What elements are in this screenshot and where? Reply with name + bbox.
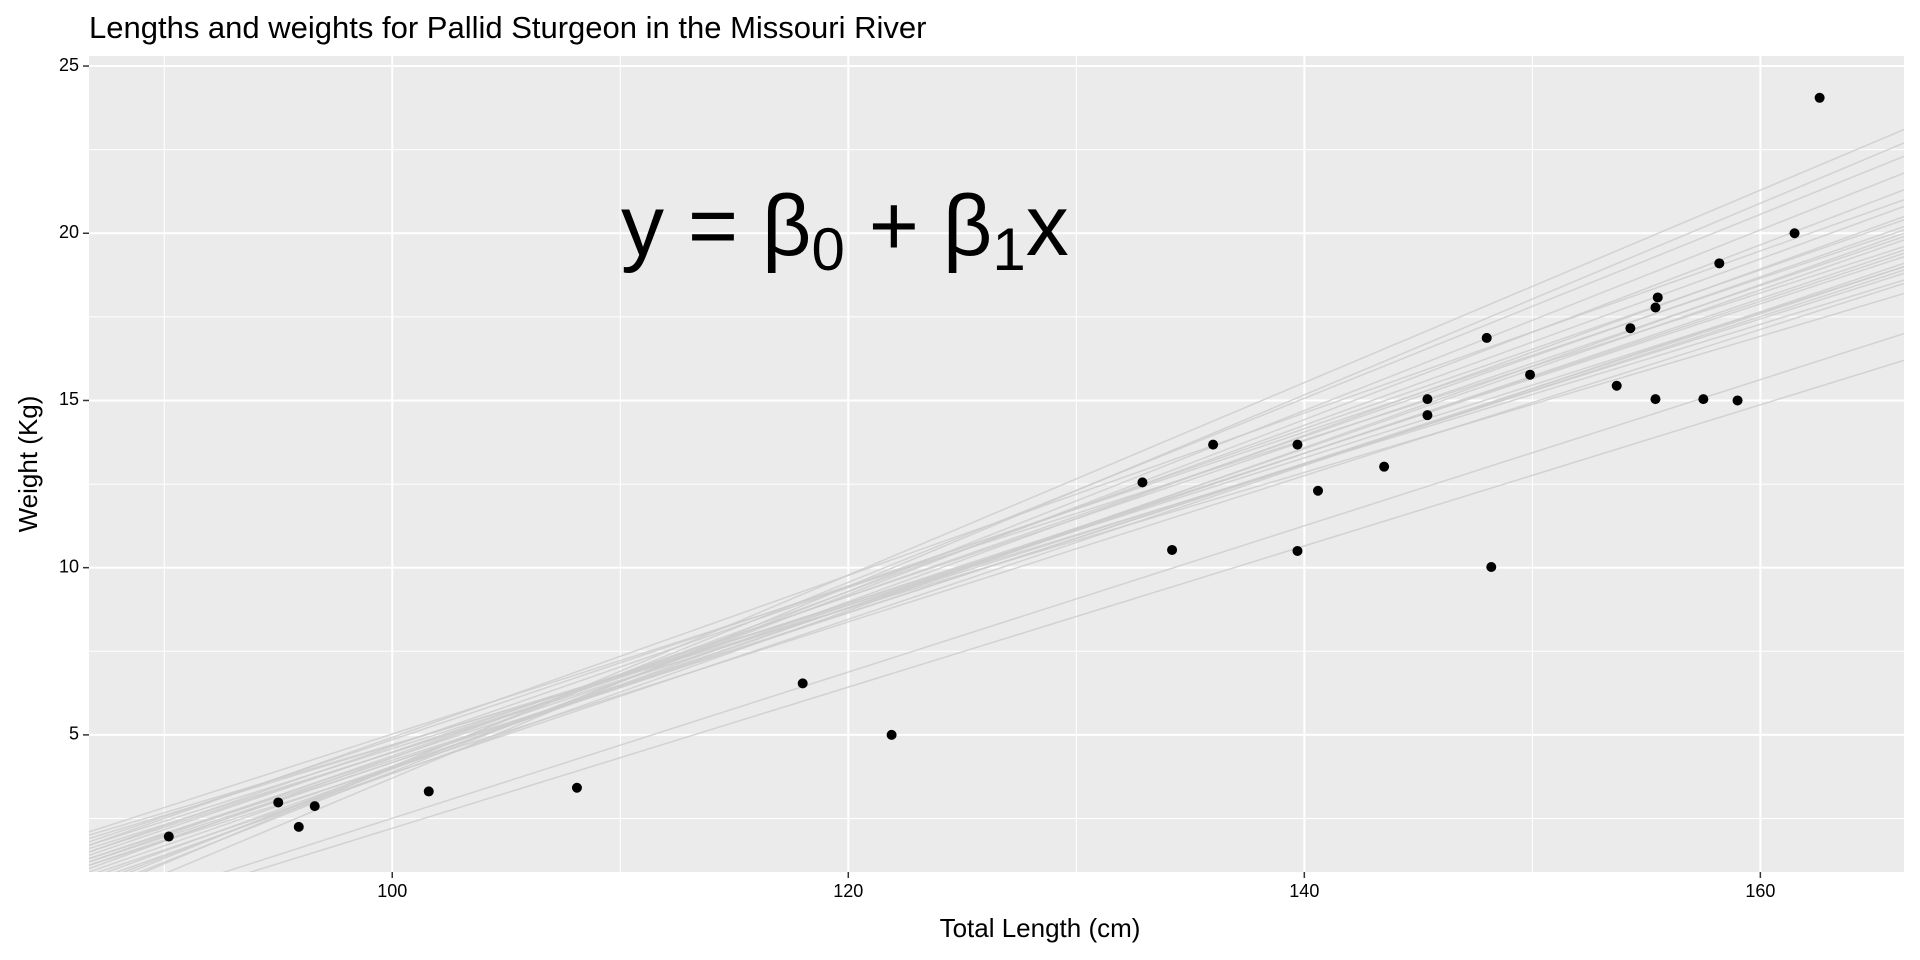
point bbox=[423, 786, 434, 797]
fit-line bbox=[89, 265, 1904, 863]
fit-line bbox=[222, 332, 1904, 872]
y-axis-label: Weight (Kg) bbox=[13, 396, 43, 533]
fit-line bbox=[114, 232, 1904, 872]
fit-line bbox=[121, 189, 1904, 872]
point bbox=[1611, 380, 1622, 391]
point bbox=[1208, 439, 1219, 450]
y-tick-label: 25 bbox=[59, 55, 79, 75]
fit-lines bbox=[89, 128, 1904, 872]
point bbox=[309, 801, 320, 812]
fit-line bbox=[248, 359, 1904, 872]
equation-part: y bbox=[621, 178, 664, 274]
y-tick-label: 20 bbox=[59, 222, 79, 242]
point bbox=[163, 831, 174, 842]
point bbox=[1525, 369, 1536, 380]
point bbox=[1486, 562, 1497, 573]
equation-subscript: 1 bbox=[992, 216, 1025, 283]
fit-line bbox=[166, 142, 1904, 872]
point bbox=[1422, 394, 1433, 405]
point bbox=[571, 782, 582, 793]
equation-part: = β bbox=[664, 178, 811, 274]
point bbox=[1652, 292, 1663, 303]
x-tick-label: 100 bbox=[377, 881, 407, 901]
x-tick-label: 120 bbox=[833, 881, 863, 901]
y-tick-label: 10 bbox=[59, 556, 79, 576]
chart-title: Lengths and weights for Pallid Sturgeon … bbox=[89, 10, 926, 45]
equation-subscript: 0 bbox=[811, 216, 844, 283]
point bbox=[1625, 323, 1636, 334]
point bbox=[1698, 394, 1709, 405]
y-tick-label: 15 bbox=[59, 389, 79, 409]
point bbox=[1714, 258, 1725, 269]
point bbox=[1313, 485, 1324, 496]
point bbox=[1167, 544, 1178, 555]
point bbox=[1789, 228, 1800, 239]
point bbox=[1814, 92, 1825, 103]
point bbox=[1732, 395, 1743, 406]
fit-line bbox=[89, 219, 1904, 853]
x-tick-label: 140 bbox=[1289, 881, 1319, 901]
fit-line bbox=[89, 265, 1904, 846]
point bbox=[1292, 545, 1303, 556]
point bbox=[1379, 461, 1390, 472]
point bbox=[797, 678, 808, 689]
point bbox=[1650, 302, 1661, 313]
fit-line bbox=[137, 172, 1904, 872]
x-tick-label: 160 bbox=[1745, 881, 1775, 901]
point bbox=[1481, 332, 1492, 343]
fit-line bbox=[89, 245, 1904, 833]
equation-part: + β bbox=[845, 178, 992, 274]
point bbox=[273, 797, 284, 808]
fit-line bbox=[89, 272, 1904, 850]
point bbox=[1650, 394, 1661, 405]
point bbox=[293, 821, 304, 832]
point bbox=[886, 729, 897, 740]
equation-part: x bbox=[1026, 178, 1069, 274]
point bbox=[1137, 477, 1148, 488]
y-tick-label: 5 bbox=[69, 724, 79, 744]
fit-line bbox=[89, 199, 1904, 846]
point bbox=[1292, 439, 1303, 450]
point bbox=[1422, 410, 1433, 421]
equation: y = β0 + β1x bbox=[621, 178, 1069, 283]
fit-line bbox=[142, 128, 1904, 872]
x-axis-label: Total Length (cm) bbox=[940, 913, 1141, 943]
